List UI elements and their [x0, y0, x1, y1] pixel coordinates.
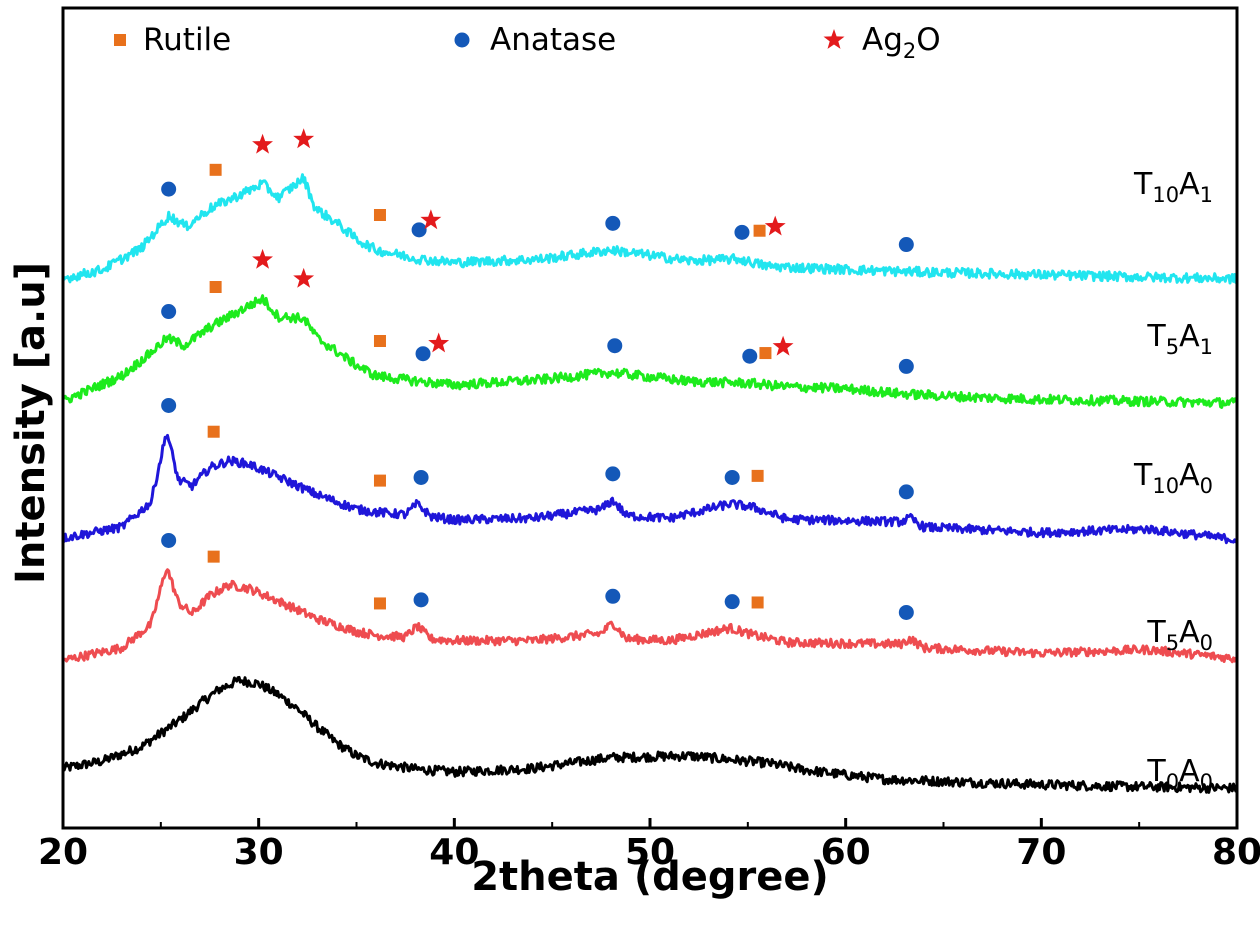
ag2o-marker	[428, 332, 450, 353]
anatase-marker	[161, 532, 177, 548]
anatase-marker	[742, 348, 758, 364]
rutile-marker	[207, 550, 220, 563]
legend-circle-icon	[454, 32, 470, 48]
label-text: T	[1146, 615, 1166, 650]
label-text: T	[1146, 754, 1166, 789]
series-line-T5A0	[61, 568, 1239, 664]
x-tick-label: 50	[625, 832, 675, 873]
ag2o-marker	[764, 215, 786, 236]
label-text: T	[1146, 319, 1166, 354]
phase-markers	[161, 128, 914, 620]
ag2o-marker	[252, 248, 273, 269]
rutile-marker	[373, 209, 386, 221]
y-axis-title: Intensity [a.u]	[8, 262, 54, 584]
anatase-marker	[734, 224, 750, 240]
x-tick-label: 40	[429, 832, 479, 873]
x-axis: 20 30 40 50 60 70 80	[38, 818, 1260, 873]
legend-label: Ag2O	[862, 22, 941, 63]
anatase-marker	[413, 592, 429, 608]
anatase-marker	[605, 466, 621, 482]
x-tick-label: 60	[821, 832, 871, 873]
label-subscript: 1	[1200, 183, 1213, 207]
anatase-marker	[413, 469, 429, 485]
rutile-marker	[209, 281, 222, 293]
series-label-T0A0: T0A0	[1146, 754, 1213, 794]
rutile-marker	[207, 425, 220, 438]
ag2o-marker	[420, 209, 442, 230]
rutile-marker	[373, 474, 386, 487]
legend-label: Rutile	[143, 22, 231, 58]
anatase-marker	[607, 338, 623, 354]
anatase-marker	[724, 594, 740, 610]
ag2o-marker	[252, 133, 273, 154]
label-subscript: 10	[1152, 474, 1179, 498]
series-label-T5A1: T5A1	[1146, 319, 1213, 359]
plot-frame	[61, 6, 1239, 830]
legend-item-anatase: Anatase	[454, 22, 616, 58]
ag2o-marker	[772, 335, 794, 356]
label-text: A	[1179, 458, 1200, 493]
legend-item-ag2o: Ag2O	[823, 22, 941, 63]
label-text: T	[1133, 167, 1153, 202]
ag2o-marker	[293, 128, 315, 149]
label-subscript: 5	[1166, 631, 1179, 655]
label-text: T	[1133, 458, 1153, 493]
x-tick-label: 30	[234, 832, 284, 873]
legend-square-icon	[114, 34, 126, 46]
series-line-T5A1	[61, 294, 1239, 409]
label-text: A	[1179, 167, 1200, 202]
anatase-marker	[415, 346, 431, 362]
anatase-marker	[605, 215, 621, 231]
x-tick-label: 20	[38, 832, 88, 873]
rutile-marker	[373, 597, 386, 610]
label-subscript: 5	[1166, 335, 1179, 359]
anatase-marker	[898, 604, 914, 620]
rutile-marker	[753, 224, 766, 237]
label-subscript: 10	[1152, 183, 1179, 207]
anatase-marker	[898, 237, 914, 253]
anatase-marker	[161, 181, 177, 197]
legend-item-rutile: Rutile	[114, 22, 231, 58]
series-label-T5A0: T5A0	[1146, 615, 1213, 655]
label-subscript: 0	[1200, 474, 1213, 498]
series-label-T10A0: T10A0	[1133, 458, 1213, 498]
label-text: A	[1179, 615, 1200, 650]
series-label-T10A1: T10A1	[1133, 167, 1213, 207]
series-line-T0A0	[61, 675, 1239, 794]
markers-T5A1	[161, 248, 914, 374]
x-tick-label: 80	[1212, 832, 1260, 873]
rutile-marker	[373, 335, 386, 347]
anatase-marker	[411, 222, 427, 238]
markers-T5A0	[161, 532, 914, 620]
anatase-marker	[898, 484, 914, 500]
label-subscript: 0	[1200, 631, 1213, 655]
legend-star-icon	[823, 29, 845, 49]
anatase-marker	[161, 397, 177, 413]
rutile-marker	[751, 596, 764, 609]
label-subscript: 0	[1166, 770, 1179, 794]
anatase-marker	[724, 469, 740, 485]
anatase-marker	[898, 358, 914, 374]
anatase-marker	[161, 304, 177, 320]
series-layer	[61, 173, 1239, 794]
label-subscript: 0	[1200, 770, 1213, 794]
label-text: A	[1179, 754, 1200, 789]
series-line-T10A0	[61, 433, 1238, 545]
rutile-marker	[751, 469, 764, 482]
legend-label: Anatase	[490, 22, 616, 58]
rutile-marker	[759, 347, 772, 360]
anatase-marker	[605, 588, 621, 604]
x-tick-label: 70	[1016, 832, 1066, 873]
rutile-marker	[209, 163, 222, 176]
markers-T10A1	[161, 128, 914, 253]
ag2o-marker	[293, 267, 315, 288]
legend: Rutile Anatase Ag2O	[114, 22, 941, 63]
label-text: A	[1179, 319, 1200, 354]
x-axis-title: 2theta (degree)	[471, 854, 829, 900]
series-line-T10A1	[61, 173, 1239, 285]
label-subscript: 1	[1200, 335, 1213, 359]
markers-T10A0	[161, 397, 914, 500]
